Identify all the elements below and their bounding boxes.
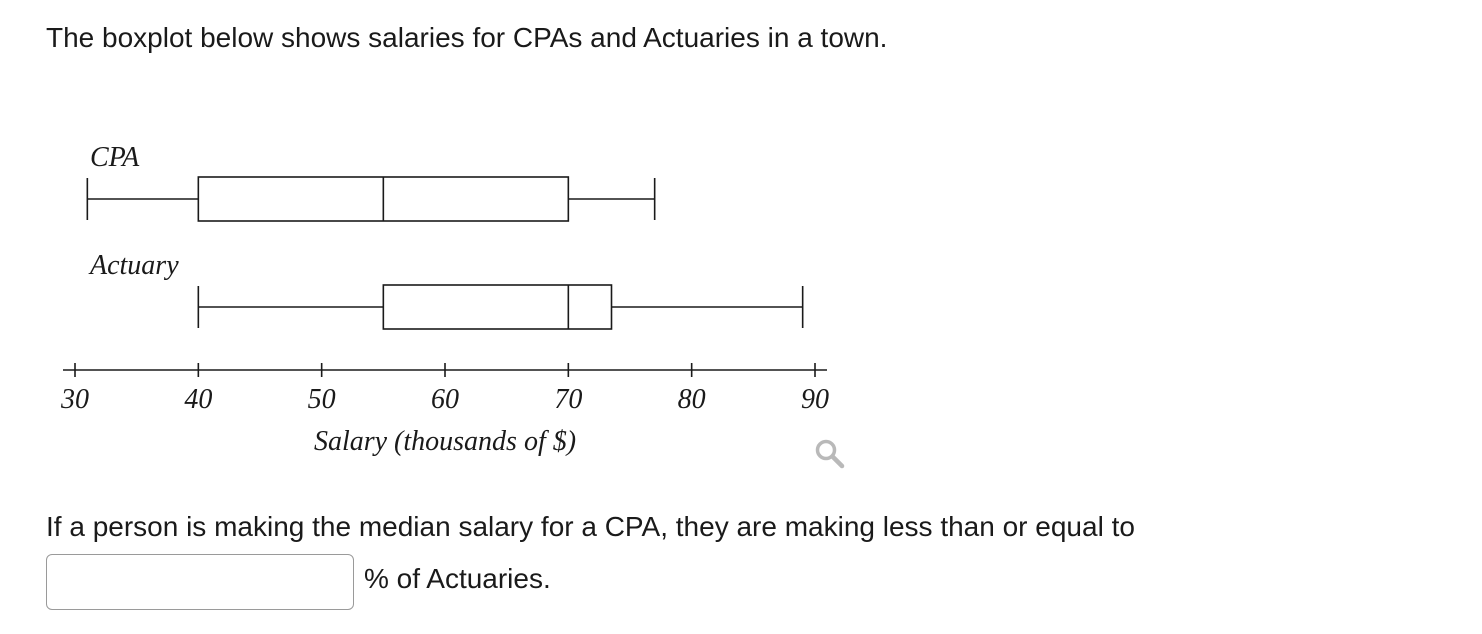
x-tick-label-50: 50 xyxy=(308,384,336,415)
series-label-actuary: Actuary xyxy=(88,250,179,281)
answer-suffix: % of Actuaries. xyxy=(364,563,551,594)
boxplot-chart: CPA Actuary 30 40 50 60 70 80 90 Salary (thousand… xyxy=(60,142,829,457)
magnifier-icon[interactable] xyxy=(812,436,848,472)
x-tick-label-70: 70 xyxy=(554,384,582,415)
intro-text: The boxplot below shows salaries for CPA… xyxy=(46,22,888,53)
actuary-box xyxy=(382,284,613,330)
x-tick-label-90: 90 xyxy=(801,384,829,415)
x-tick-label-80: 80 xyxy=(678,384,706,415)
series-label-cpa: CPA xyxy=(90,142,140,173)
question-text: If a person is making the median salary … xyxy=(46,511,1135,542)
x-tick-label-30: 30 xyxy=(60,384,89,415)
x-tick-label-60: 60 xyxy=(431,384,459,415)
x-tick-label-40: 40 xyxy=(184,384,212,415)
x-axis-label: Salary (thousands of $) xyxy=(314,426,576,457)
answer-input[interactable] xyxy=(46,554,354,610)
